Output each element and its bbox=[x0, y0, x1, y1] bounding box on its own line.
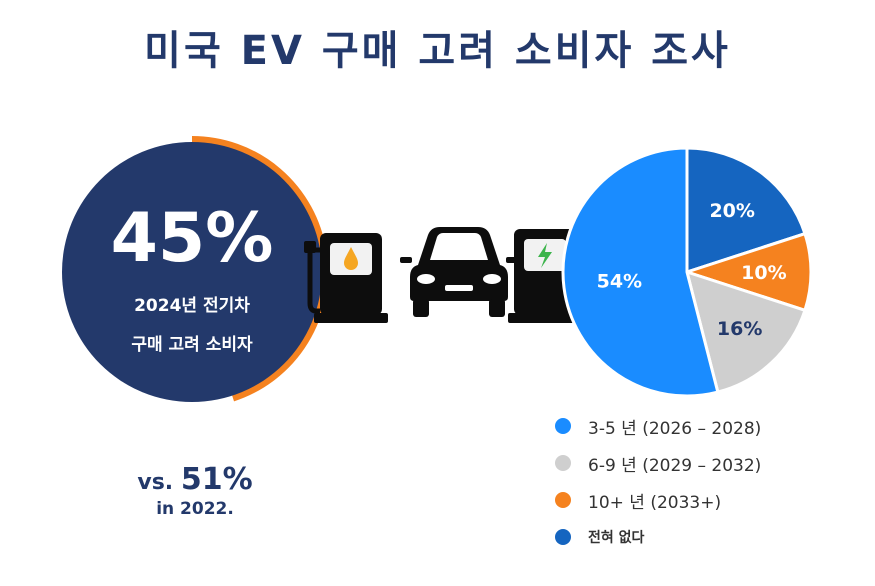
legend-swatch bbox=[555, 455, 571, 471]
vs-prefix: vs. bbox=[137, 470, 174, 495]
pie-slice bbox=[561, 146, 720, 398]
legend-item: 10+ 년 (2033+) bbox=[555, 490, 761, 513]
legend: 3-5 년 (2026 – 2028) 6-9 년 (2029 – 2032) 10… bbox=[555, 416, 761, 564]
pie-slice bbox=[685, 146, 807, 275]
stat-circle: 45% 2024년 전기차 구매 고려 소비자 bbox=[58, 136, 328, 406]
stat-line-1: 2024년 전기차 bbox=[134, 296, 250, 316]
legend-label: 전혀 없다 bbox=[588, 530, 645, 546]
legend-item: 전혀 없다 bbox=[555, 527, 761, 547]
page-title: 미국 EV 구매 고려 소비자 조사 bbox=[144, 28, 731, 74]
legend-item: 6-9 년 (2029 – 2032) bbox=[555, 453, 762, 476]
pie-chart: 20% 10% 16% 54% bbox=[561, 146, 813, 398]
fuel-pump-icon bbox=[304, 233, 388, 323]
legend-item: 3-5 년 (2026 – 2028) bbox=[555, 416, 762, 439]
vs-value: 51% bbox=[180, 462, 253, 497]
legend-label: 6-9 년 (2029 – 2032) bbox=[588, 455, 762, 476]
stat-line-2: 구매 고려 소비자 bbox=[131, 335, 253, 355]
car-icon bbox=[400, 227, 518, 317]
pie-slice bbox=[684, 269, 807, 394]
legend-label: 10+ 년 (2033+) bbox=[588, 492, 722, 513]
icons-row bbox=[304, 227, 592, 323]
legend-swatch bbox=[555, 529, 571, 545]
legend-swatch bbox=[555, 492, 571, 508]
vs-year: in 2022. bbox=[156, 499, 234, 519]
legend-swatch bbox=[555, 418, 571, 434]
pie-slice-label: 54% bbox=[597, 271, 642, 293]
pie-slice-label: 10% bbox=[741, 262, 786, 284]
pie-slice-label: 20% bbox=[709, 200, 754, 222]
pie-slice bbox=[682, 231, 813, 313]
pie-slice-label: 16% bbox=[717, 318, 762, 340]
legend-label: 3-5 년 (2026 – 2028) bbox=[588, 418, 762, 439]
stat-percent: 45% bbox=[111, 199, 274, 278]
comparison-stat: vs. 51% in 2022. bbox=[120, 462, 270, 519]
ev-charger-icon bbox=[508, 229, 592, 323]
